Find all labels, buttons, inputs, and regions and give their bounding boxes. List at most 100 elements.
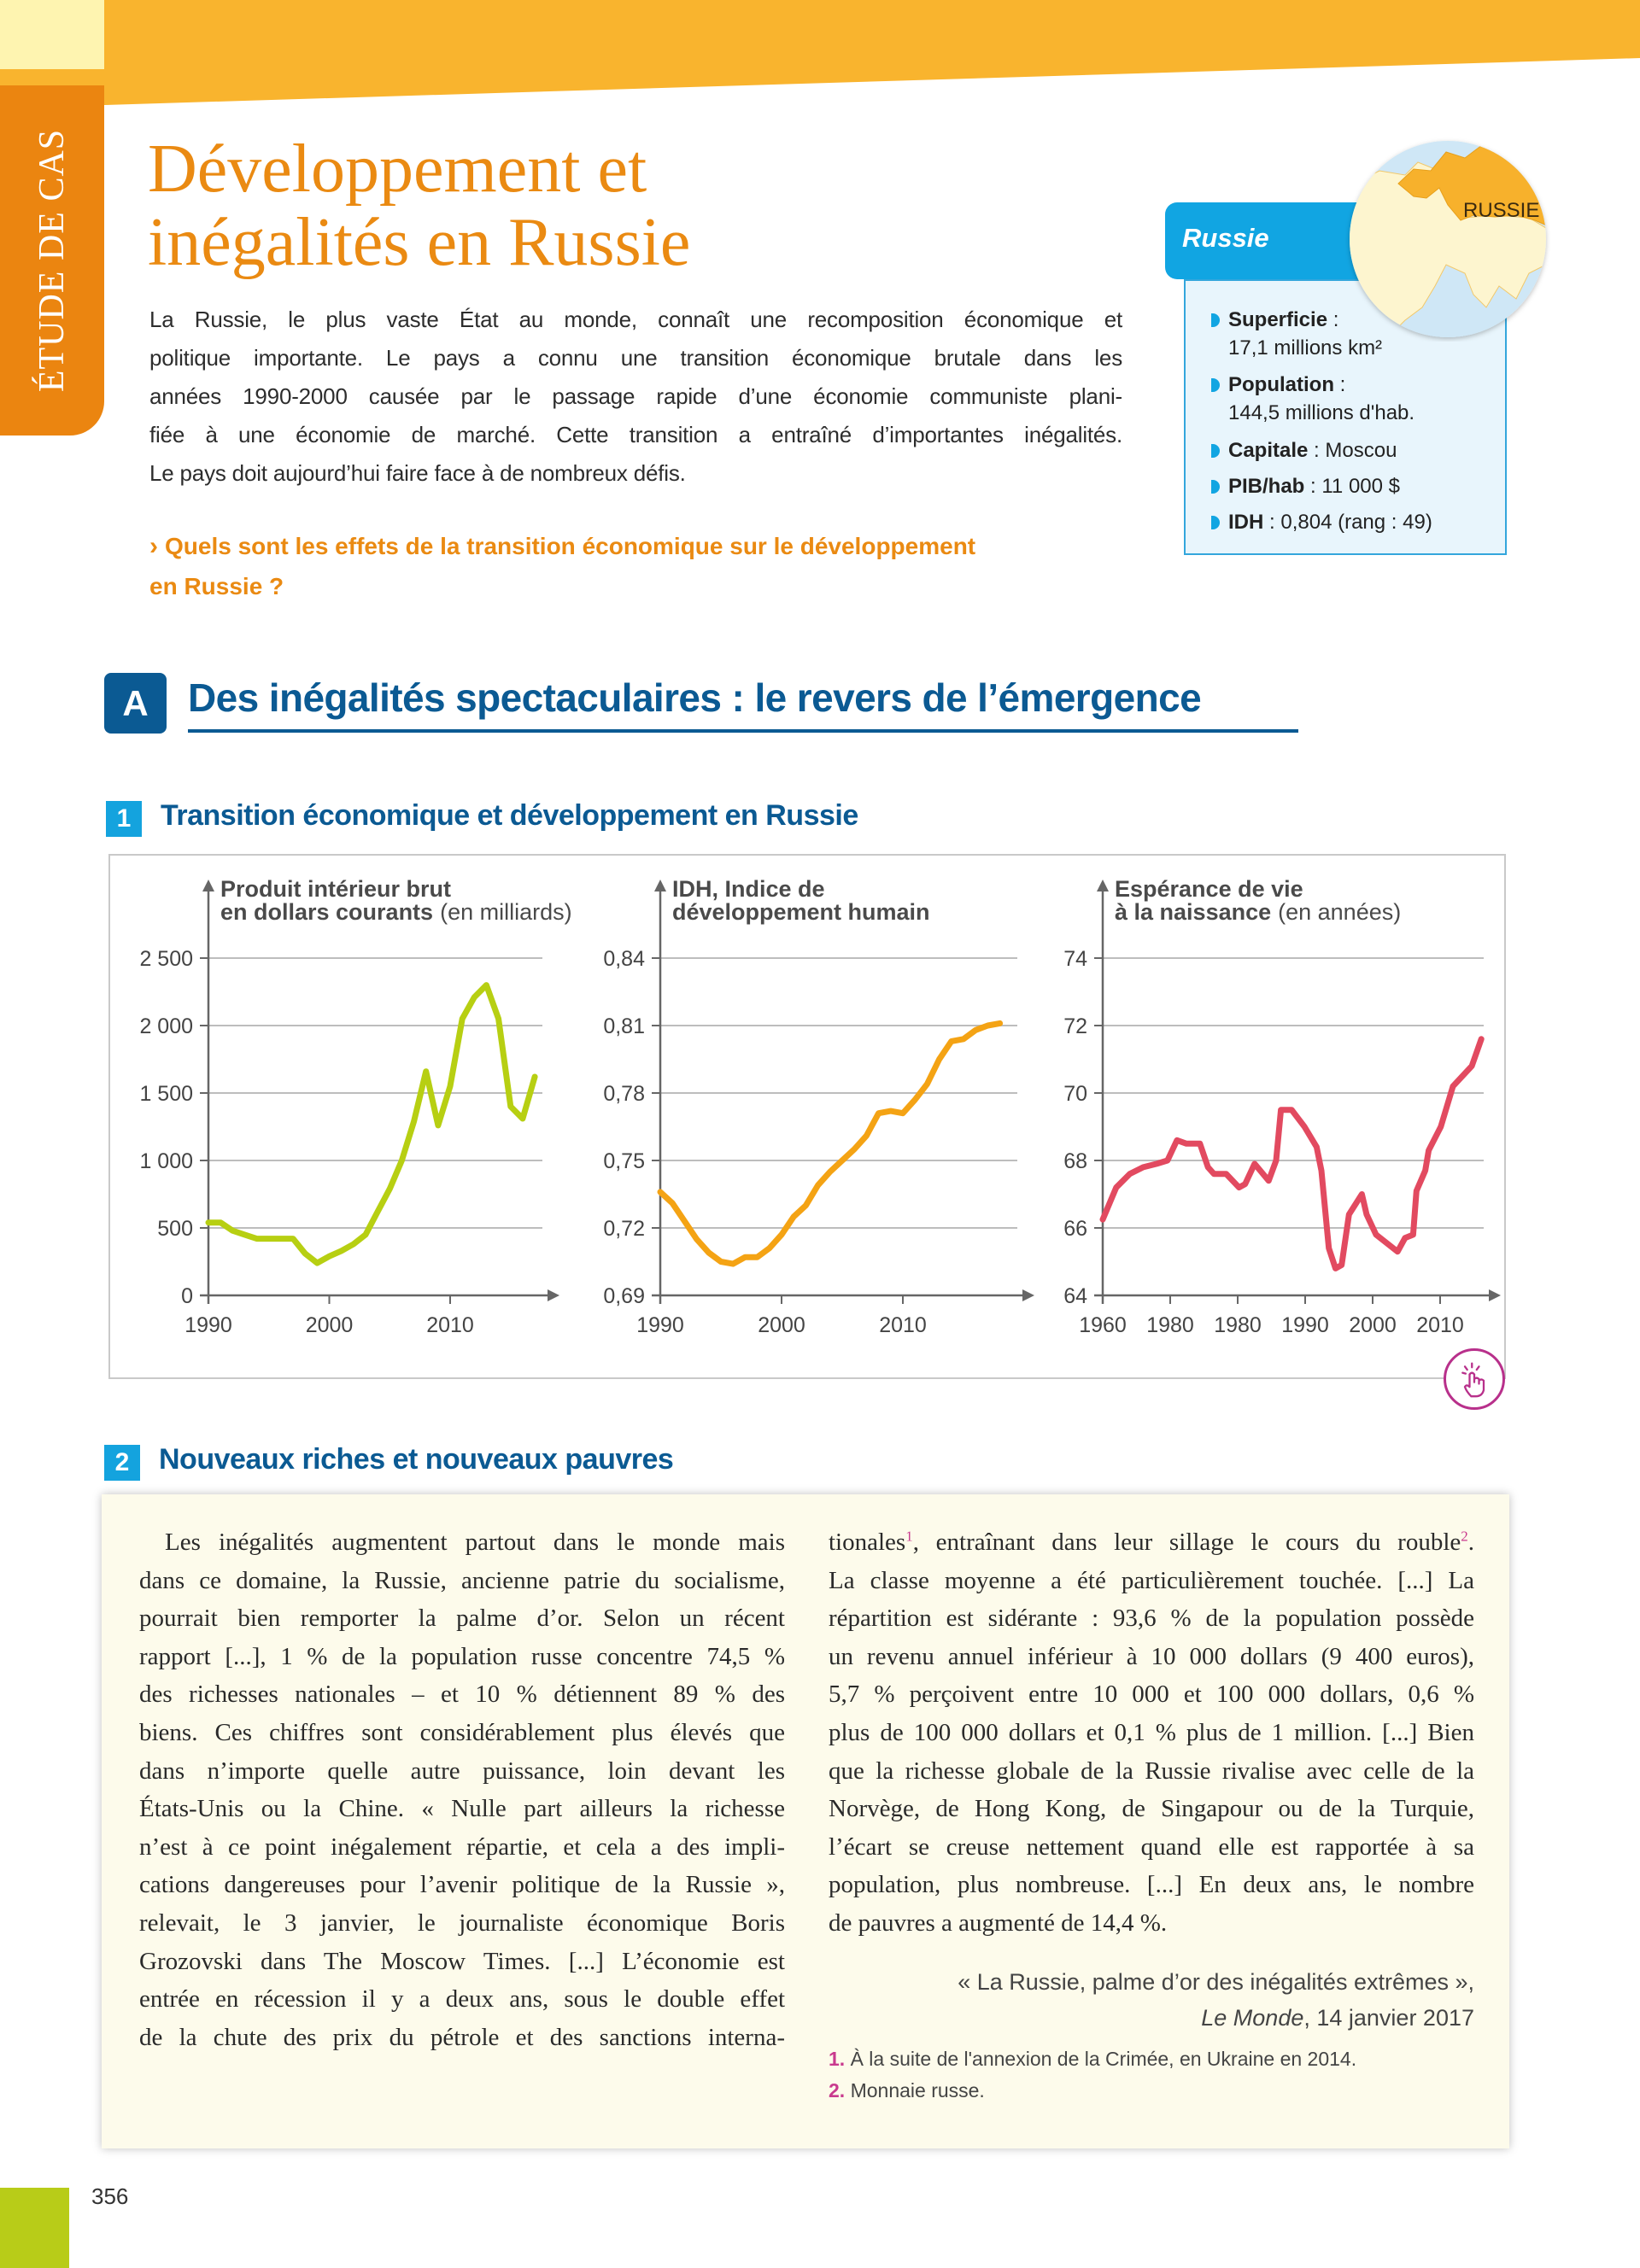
series-line (657, 1020, 1004, 1267)
page-number: 356 (91, 2183, 129, 2209)
article-box (102, 1494, 1509, 2148)
article-line: Grozovski dans The Moscow Times. [...] L… (139, 1947, 785, 1975)
article-source: « La Russie, palme d’or des inégalités e… (829, 1964, 1474, 2036)
y-tick-label: 1 000 (139, 1149, 193, 1173)
page-title: Développement et inégalités en Russie (148, 132, 690, 279)
y-tick-label: 66 (1063, 1217, 1087, 1241)
section-title: Des inégalités spectaculaires : le rever… (188, 675, 1202, 720)
x-axis-arrow-icon (1022, 1289, 1034, 1301)
doc-title: Transition économique et développement e… (161, 799, 858, 832)
country-info-title: Russie (1182, 223, 1269, 253)
chart-title-bold: à la naissance (1115, 899, 1271, 925)
intro-line: La Russie, le plus vaste État au monde, … (149, 307, 1122, 332)
interactive-touch-icon[interactable] (1444, 1348, 1505, 1410)
doc-title: Nouveaux riches et nouveaux pauvres (159, 1443, 674, 1476)
map-label: RUSSIE (1463, 199, 1539, 222)
x-tick-label: 1980 (1146, 1313, 1194, 1337)
section-badge: A (104, 673, 167, 734)
article-line: répartition est sidérante : 93,6 % de la… (829, 1605, 1474, 1633)
y-tick-label: 68 (1063, 1149, 1087, 1173)
x-tick-label: 1960 (1079, 1313, 1127, 1337)
article-line: rapport [...], 1 % de la population russ… (139, 1642, 785, 1670)
article-line: 5,7 % perçoivent entre 10 000 et 100 000… (829, 1681, 1474, 1709)
x-tick-label: 1990 (636, 1313, 684, 1337)
y-tick-label: 0,78 (603, 1082, 645, 1106)
footnote-ref[interactable]: 1 (905, 1528, 913, 1545)
chart-title-line: Espérance de vie (1115, 876, 1303, 902)
y-tick-label: 74 (1063, 947, 1087, 971)
y-tick-label: 0,84 (603, 947, 645, 971)
article-column-left: Les inégalités augmentent partout dans l… (139, 1523, 785, 2056)
article-line: population, plus nombreuse. [...] En deu… (829, 1871, 1474, 1899)
article-line: l’écart se creuse nettement quand elle e… (829, 1833, 1474, 1861)
intro-line: politique importante. Le pays a connu un… (149, 345, 1122, 371)
doc-number: 1 (106, 801, 142, 837)
header-band (0, 0, 1640, 105)
x-axis-arrow-icon (1489, 1289, 1501, 1301)
chart-title-line: Produit intérieur brut (220, 876, 451, 902)
page-title-line: inégalités en Russie (148, 205, 691, 280)
x-tick-label: 2000 (1349, 1313, 1397, 1337)
article-line: La classe moyenne a été particulièrement… (829, 1566, 1474, 1594)
y-tick-label: 500 (157, 1217, 193, 1241)
chevron-right-icon: › (149, 532, 158, 560)
x-tick-label: 2010 (426, 1313, 474, 1337)
article-line: Norvège, de Hong Kong, de Singapour ou d… (829, 1795, 1474, 1823)
source-title: « La Russie, palme d’or des inégalités e… (958, 1969, 1474, 1995)
intro-line: années 1990-2000 causée par le passage r… (149, 383, 1122, 409)
article-line: dans n’importe quelle autre puissance, l… (139, 1757, 785, 1785)
chart-2: 0,69 0,72 0,75 0,78 0,81 0,84 1990 2000 2010 IDH,… (603, 876, 1034, 1337)
bullet-icon (1211, 444, 1220, 458)
series-line (1099, 1036, 1485, 1271)
y-tick-label: 0,72 (603, 1217, 645, 1241)
y-tick-label: 1 500 (139, 1082, 193, 1106)
article-line: États-Unis ou la Chine. « Nulle part ail… (139, 1795, 785, 1823)
source-journal: Le Monde (1201, 2005, 1304, 2031)
info-item-capitale: Capitale : Moscou (1211, 436, 1397, 465)
y-tick-label: 64 (1063, 1284, 1087, 1308)
article-line: de pauvres a augmenté de 14,4 %. (829, 1909, 1168, 1937)
page-color-bar (0, 2188, 69, 2268)
intro-line: Le pays doit aujourd’hui faire face à de… (149, 460, 686, 486)
article-column-right: tionales1, entraînant dans leur sillage … (829, 1523, 1474, 1943)
y-tick-label: 0,75 (603, 1149, 645, 1173)
y-axis-arrow-icon (202, 880, 214, 891)
chart-title-line: IDH, Indice de (672, 876, 825, 902)
intro-paragraph: La Russie, le plus vaste État au monde, … (149, 301, 1122, 493)
charts: 0 500 1 000 1 500 2 000 2 500 1990 2000 2010 Prod… (139, 876, 1501, 1337)
article-line: un revenu annuel inférieur à 10 000 doll… (829, 1642, 1474, 1670)
footnote: 1. À la suite de l'annexion de la Crimée… (829, 2048, 1357, 2070)
article-line: des richesses nationales – et 10 % détie… (139, 1681, 785, 1709)
article-line: que la richesse globale de la Russie riv… (829, 1757, 1474, 1785)
globe-map: RUSSIE (1350, 141, 1546, 337)
y-tick-label: 70 (1063, 1082, 1087, 1106)
article-line: de la chute des prix du pétrole et des s… (139, 2023, 785, 2051)
article-line: biens. Ces chiffres sont considérablemen… (139, 1718, 785, 1746)
chart-title-line: à la naissance (en années) (1115, 899, 1401, 925)
article-line: cations dangereuses pour l’avenir politi… (139, 1871, 785, 1899)
info-item-idh: IDH : 0,804 (rang : 49) (1211, 508, 1432, 536)
article-line: dans ce domaine, la Russie, ancienne pat… (139, 1566, 785, 1594)
y-tick-label: 0,81 (603, 1014, 645, 1038)
y-axis-arrow-icon (1097, 880, 1109, 891)
info-item-pib: PIB/hab : 11 000 $ (1211, 472, 1400, 500)
bullet-icon (1211, 516, 1220, 529)
side-tab: ÉTUDE DE CAS (0, 85, 104, 435)
chart-panel (108, 854, 1506, 1379)
y-tick-label: 2 000 (139, 1014, 193, 1038)
article-line: pourrait bien remporter la palme d’or. S… (139, 1605, 785, 1633)
y-tick-label: 2 500 (139, 947, 193, 971)
section-underline (188, 729, 1298, 733)
footnotes: 1. À la suite de l'annexion de la Crimée… (829, 2043, 1356, 2107)
x-tick-label: 2010 (879, 1313, 927, 1337)
question-line: Quels sont les effets de la transition é… (165, 533, 976, 559)
chart-title-bold: en dollars courants (220, 899, 433, 925)
x-tick-label: 1990 (184, 1313, 232, 1337)
footnote-ref[interactable]: 2 (1461, 1528, 1468, 1545)
info-item-population: Population :144,5 millions d'hab. (1211, 371, 1414, 427)
bullet-icon (1211, 378, 1220, 392)
y-tick-label: 0 (181, 1284, 193, 1308)
side-tab-label: ÉTUDE DE CAS (32, 128, 72, 393)
article-line: relevait, le 3 janvier, le journaliste é… (139, 1909, 785, 1937)
article-line: n’est à ce point inégalement répartie, e… (139, 1833, 785, 1861)
